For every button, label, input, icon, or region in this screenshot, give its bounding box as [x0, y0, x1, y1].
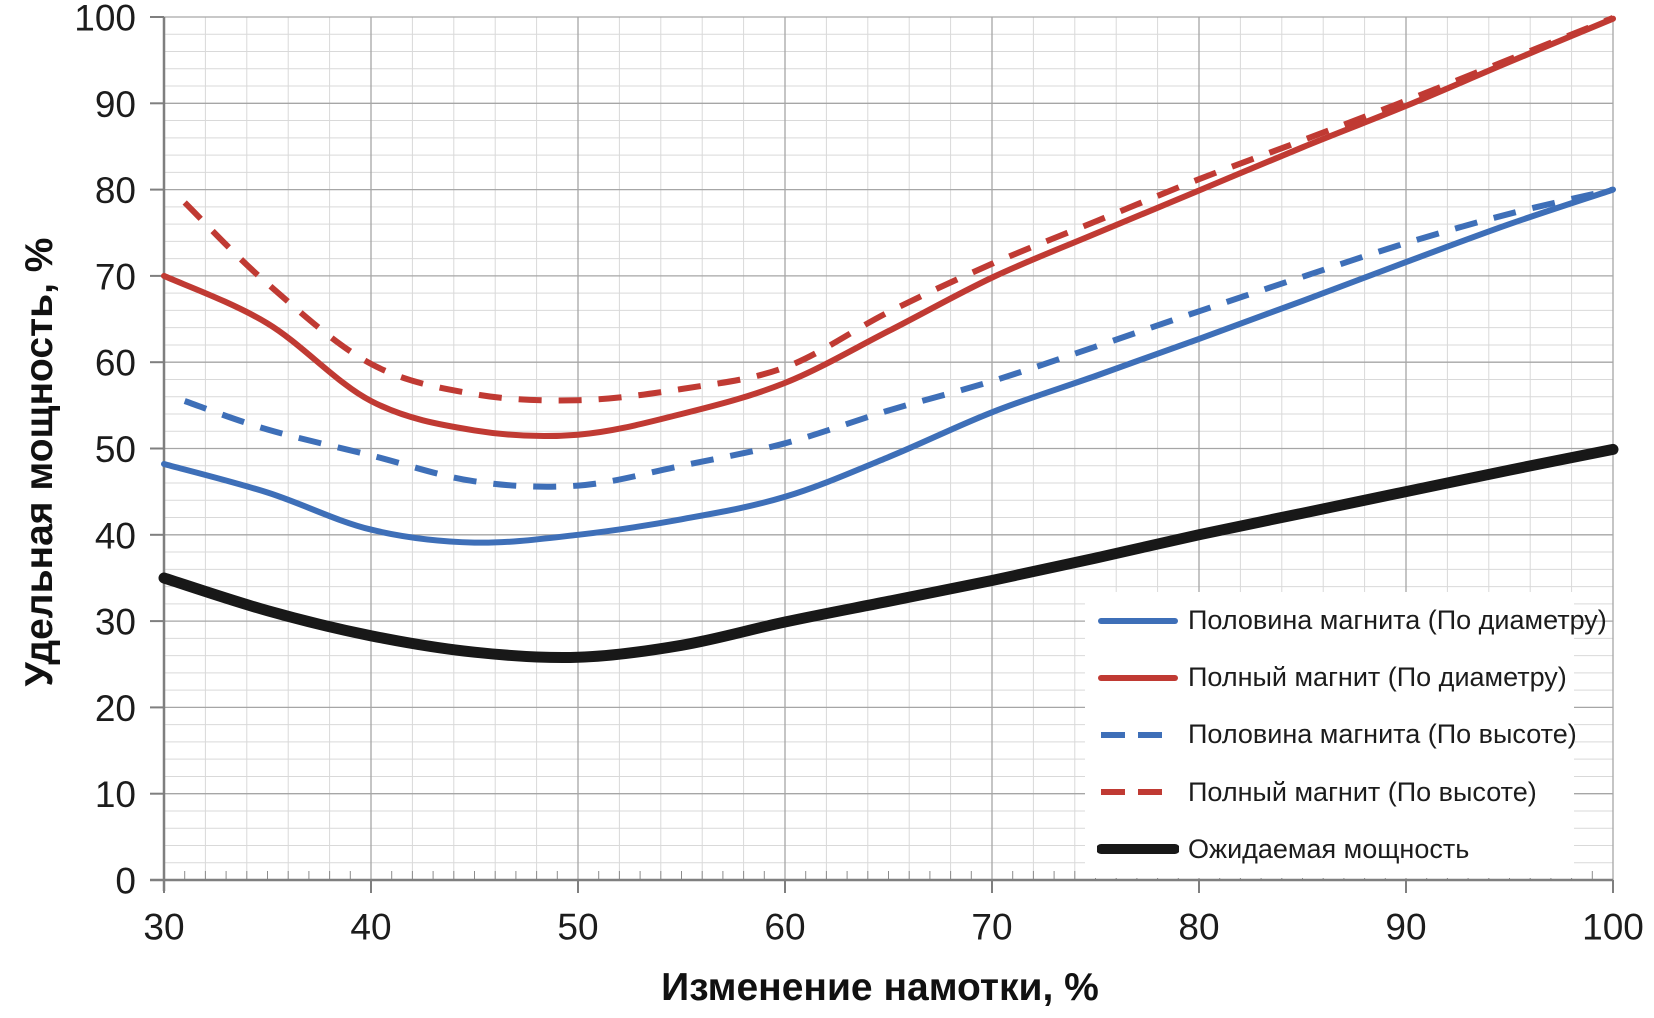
y-tick-label: 50	[95, 429, 136, 470]
x-tick-label: 80	[1178, 907, 1219, 948]
legend-item: Половина магнита (По диаметру)	[1085, 592, 1607, 649]
y-tick-label: 10	[95, 774, 136, 815]
legend-swatch-blue-dashed-line	[1097, 727, 1179, 743]
series-line-0	[161, 186, 1616, 546]
legend: Половина магнита (По диаметру) Полный ма…	[1085, 592, 1607, 878]
legend-swatch-blue-solid-line	[1097, 613, 1179, 629]
x-axis-title: Изменение намотки, %	[661, 966, 1099, 1009]
series-line-3	[182, 15, 1615, 404]
legend-swatch-svg	[1098, 617, 1178, 624]
legend-label: Половина магнита (По диаметру)	[1188, 605, 1607, 636]
y-tick-label: 100	[74, 0, 136, 39]
x-tick-label: 70	[971, 907, 1012, 948]
legend-swatch-svg	[1101, 731, 1175, 738]
y-tick-label: 80	[95, 170, 136, 211]
legend-swatch-black-solid-line	[1096, 841, 1180, 857]
y-axis-title: Удельная мощность, %	[18, 237, 61, 687]
legend-label: Половина магнита (По высоте)	[1188, 719, 1577, 750]
legend-swatch-svg	[1101, 789, 1175, 796]
y-tick-label: 40	[95, 515, 136, 556]
legend-swatch-red-solid-line	[1097, 670, 1179, 686]
series-line-1	[161, 15, 1616, 440]
legend-swatch-svg	[1096, 844, 1180, 855]
y-tick-label: 90	[95, 84, 136, 125]
legend-label: Ожидаемая мощность	[1188, 833, 1470, 864]
legend-swatch-svg	[1098, 674, 1178, 681]
x-tick-label: 60	[764, 907, 805, 948]
legend-swatch-red-dashed-line	[1097, 784, 1179, 800]
y-tick-label: 0	[115, 861, 136, 902]
y-tick-label: 30	[95, 602, 136, 643]
y-tick-label: 70	[95, 256, 136, 297]
legend-item: Половина магнита (По высоте)	[1085, 706, 1577, 763]
x-tick-label: 50	[557, 907, 598, 948]
x-tick-label: 90	[1385, 907, 1426, 948]
x-tick-label: 100	[1582, 907, 1644, 948]
legend-label: Полный магнит (По диаметру)	[1188, 662, 1567, 693]
legend-item: Полный магнит (По диаметру)	[1085, 649, 1574, 706]
y-tick-label: 20	[95, 688, 136, 729]
legend-label: Полный магнит (По высоте)	[1188, 776, 1537, 807]
series-line-2	[183, 186, 1614, 490]
series-line-4	[158, 443, 1619, 664]
legend-item: Ожидаемая мощность	[1085, 821, 1574, 878]
legend-item: Полный магнит (По высоте)	[1085, 764, 1574, 821]
x-tick-label: 40	[350, 907, 391, 948]
x-tick-label: 30	[143, 907, 184, 948]
y-tick-label: 60	[95, 343, 136, 384]
